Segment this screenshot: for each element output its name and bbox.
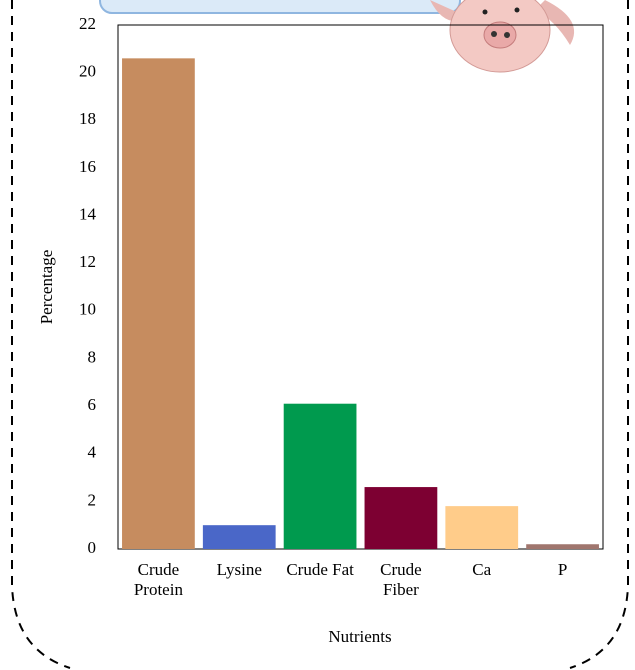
y-axis-label: Percentage — [37, 250, 56, 325]
x-tick-label: Crude Fiber — [380, 560, 422, 599]
y-tick-label: 22 — [79, 14, 96, 33]
x-tick-label: P — [557, 560, 568, 579]
y-tick-label: 20 — [79, 62, 96, 81]
banner — [99, 0, 461, 14]
y-tick-label: 0 — [88, 538, 97, 557]
y-tick-label: 4 — [88, 443, 97, 462]
bar — [364, 487, 438, 549]
y-tick-label: 2 — [88, 490, 97, 509]
dashed-frame — [11, 0, 629, 669]
y-tick-label: 10 — [79, 300, 96, 319]
x-tick-label: Crude Fat — [286, 560, 354, 579]
pig-icon — [430, 0, 575, 73]
y-tick-label: 8 — [88, 347, 97, 366]
bar — [202, 525, 276, 549]
x-tick-label: Ca — [472, 560, 492, 579]
y-tick-label: 16 — [79, 157, 96, 176]
bar — [445, 506, 519, 549]
x-tick-label: Crude Protein — [133, 560, 183, 599]
bar — [122, 58, 195, 549]
x-tick-label: Lysine — [216, 560, 262, 579]
x-axis-label: Nutrients — [328, 627, 391, 646]
y-tick-label: 6 — [88, 395, 97, 414]
y-tick-label: 18 — [79, 109, 96, 128]
y-tick-label: 14 — [79, 204, 97, 223]
bar — [283, 403, 357, 549]
plot-frame — [117, 24, 604, 550]
bar — [526, 544, 599, 549]
y-tick-label: 12 — [79, 252, 96, 271]
